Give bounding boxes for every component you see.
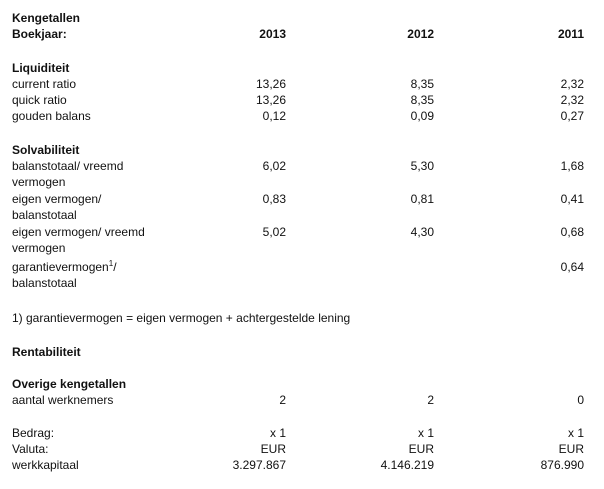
table-row: eigen vermogen/ 0,83 0,81 0,41 (0, 191, 604, 207)
year-2013-header: 2013 (259, 27, 286, 41)
value-2012: 4,30 (410, 225, 434, 239)
table-row: gouden balans 0,12 0,09 0,27 (0, 108, 604, 124)
row-label: aantal werknemers (12, 393, 114, 407)
value-2013: 13,26 (255, 77, 286, 91)
row-label-continuation: balanstotaal (12, 208, 77, 222)
section-heading-solvabiliteit: Solvabiliteit (0, 142, 604, 158)
table-row: current ratio 13,26 8,35 2,32 (0, 76, 604, 92)
solvabiliteit-heading: Solvabiliteit (12, 143, 80, 157)
value-2011: 0,27 (560, 109, 584, 123)
value-2012: 5,30 (410, 159, 434, 173)
value-2012: 2 (427, 393, 434, 407)
value-2012: x 1 (417, 426, 434, 440)
value-2012: 8,35 (410, 77, 434, 91)
year-2011-header: 2011 (557, 27, 584, 41)
footnote-marker: 1 (108, 259, 114, 268)
value-2011: 0,41 (560, 192, 584, 206)
table-row: quick ratio 13,26 8,35 2,32 (0, 92, 604, 108)
value-2011: 0,68 (560, 225, 584, 239)
row-label: Valuta: (12, 442, 49, 456)
value-2012: 8,35 (410, 93, 434, 107)
section-heading-overige: Overige kengetallen (0, 376, 604, 392)
value-2013: 13,26 (255, 93, 286, 107)
value-2011: 876.990 (540, 458, 584, 472)
value-2012: 0,81 (410, 192, 434, 206)
value-2013: 2 (279, 393, 286, 407)
table-row: werkkapitaal 3.297.867 4.146.219 876.990 (0, 457, 604, 473)
value-2012: 0,09 (410, 109, 434, 123)
table-row: eigen vermogen/ vreemd 5,02 4,30 0,68 (0, 224, 604, 240)
overige-heading: Overige kengetallen (12, 377, 127, 391)
page-title-row: Kengetallen (0, 10, 604, 26)
page-title: Kengetallen (12, 11, 81, 25)
value-2011: 0 (577, 393, 584, 407)
footnote-row: 1) garantievermogen = eigen vermogen + a… (0, 310, 604, 326)
row-label: quick ratio (12, 93, 67, 107)
row-label-suffix: / (113, 260, 117, 274)
table-row-continuation: vermogen (0, 174, 604, 190)
year-label: Boekjaar: (12, 27, 67, 41)
value-2011: 1,68 (560, 159, 584, 173)
value-2012: EUR (408, 442, 434, 456)
row-label-continuation: vermogen (12, 241, 66, 255)
row-label: eigen vermogen/ vreemd (12, 225, 145, 239)
value-2013: 6,02 (262, 159, 286, 173)
value-2011: 0,64 (560, 260, 584, 274)
value-2011: 2,32 (560, 77, 584, 91)
value-2011: EUR (558, 442, 584, 456)
table-row-continuation: balanstotaal (0, 207, 604, 223)
table-row: aantal werknemers 2 2 0 (0, 392, 604, 408)
row-label: balanstotaal/ vreemd (12, 159, 124, 173)
rentabiliteit-heading: Rentabiliteit (12, 345, 81, 359)
row-label: werkkapitaal (12, 458, 79, 472)
table-row: balanstotaal/ vreemd 6,02 5,30 1,68 (0, 158, 604, 174)
year-header-row: Boekjaar: 2013 2012 2011 (0, 26, 604, 42)
value-2013: 0,12 (262, 109, 286, 123)
row-label: gouden balans (12, 109, 91, 123)
section-heading-rentabiliteit: Rentabiliteit (0, 344, 604, 360)
table-row: Bedrag: x 1 x 1 x 1 (0, 425, 604, 441)
section-heading-liquiditeit: Liquiditeit (0, 60, 604, 76)
row-label: Bedrag: (12, 426, 55, 440)
value-2011: x 1 (567, 426, 584, 440)
table-row-continuation: balanstotaal (0, 275, 604, 291)
row-label-continuation: balanstotaal (12, 276, 77, 290)
row-label: garantievermogen1/ (12, 259, 117, 275)
value-2013: EUR (260, 442, 286, 456)
table-row: garantievermogen1/ 0,64 (0, 259, 604, 275)
row-label-continuation: vermogen (12, 175, 66, 189)
liquiditeit-heading: Liquiditeit (12, 61, 70, 75)
row-label: eigen vermogen/ (12, 192, 102, 206)
value-2013: 0,83 (262, 192, 286, 206)
year-2012-header: 2012 (407, 27, 434, 41)
footnote-text: 1) garantievermogen = eigen vermogen + a… (12, 311, 351, 325)
row-label-text: garantievermogen (12, 260, 109, 274)
value-2013: 5,02 (262, 225, 286, 239)
value-2011: 2,32 (560, 93, 584, 107)
value-2013: x 1 (269, 426, 286, 440)
table-row-continuation: vermogen (0, 240, 604, 256)
value-2013: 3.297.867 (232, 458, 286, 472)
row-label: current ratio (12, 77, 77, 91)
value-2012: 4.146.219 (380, 458, 434, 472)
table-row: Valuta: EUR EUR EUR (0, 441, 604, 457)
